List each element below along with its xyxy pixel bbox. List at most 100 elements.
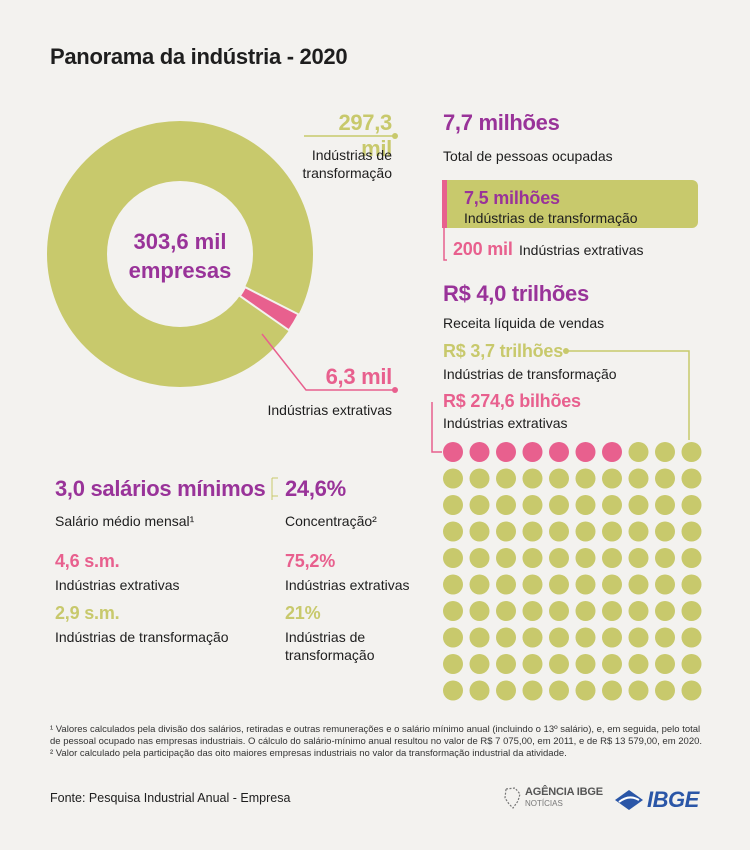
waffle-cell-transformacao [628, 468, 649, 489]
waffle-cell-transformacao [469, 654, 490, 674]
waffle-cell-extrativas [443, 442, 463, 462]
waffle-cell-extrativas [549, 442, 569, 462]
extrativas-empresas-value: 6,3 mil [325, 364, 393, 389]
waffle-cell-transformacao [469, 680, 490, 701]
waffle-cell-transformacao [602, 601, 622, 621]
ibge-logo: IBGE [615, 787, 699, 813]
waffle-cell-transformacao [496, 627, 516, 648]
waffle-cell-extrativas [575, 442, 596, 462]
waffle-cell-transformacao [655, 521, 675, 542]
waffle-cell-transformacao [522, 680, 543, 701]
leader-receita-extrativas [431, 402, 442, 453]
waffle-cell-transformacao [496, 574, 516, 595]
waffle-cell-transformacao [496, 654, 516, 674]
brazil-map-icon [504, 787, 521, 809]
concentracao-label: Concentração² [285, 513, 377, 529]
waffle-chart [443, 442, 702, 701]
waffle-cell-transformacao [681, 654, 702, 674]
waffle-cell-transformacao [628, 627, 649, 648]
receita-extrativas-value: R$ 274,6 bilhões [443, 391, 581, 411]
waffle-cell-transformacao [655, 627, 675, 648]
leader-receita-transformacao [566, 350, 690, 440]
footnote-2: ² Valor calculado pela participação das … [50, 748, 567, 759]
waffle-cell-transformacao [575, 654, 596, 674]
waffle-cell-transformacao [602, 548, 622, 568]
waffle-cell-transformacao [575, 521, 596, 542]
waffle-cell-transformacao [522, 495, 543, 515]
waffle-cell-transformacao [575, 680, 596, 701]
pessoas-extrativas-label: Indústrias extrativas [519, 242, 644, 258]
pessoas-value: 7,7 milhões [443, 110, 560, 135]
waffle-cell-transformacao [681, 601, 702, 621]
waffle-cell-extrativas [469, 442, 490, 462]
receita-extrativas-label: Indústrias extrativas [443, 415, 568, 431]
waffle-cell-transformacao [443, 468, 463, 489]
source-text: Fonte: Pesquisa Industrial Anual - Empre… [50, 791, 291, 805]
pessoas-extrativas-bar [442, 180, 447, 228]
agencia-logo-subtext: NOTÍCIAS [525, 799, 563, 808]
waffle-cell-transformacao [522, 627, 543, 648]
waffle-cell-transformacao [602, 468, 622, 489]
waffle-cell-transformacao [681, 680, 702, 701]
waffle-cell-extrativas [522, 442, 543, 462]
leader-dot [563, 348, 569, 354]
salario-label: Salário médio mensal¹ [55, 513, 195, 529]
pessoas-transformacao-label: Indústrias de transformação [464, 210, 638, 226]
pessoas-label: Total de pessoas ocupadas [443, 148, 613, 164]
pessoas-transformacao-bar [442, 180, 698, 228]
waffle-cell-transformacao [628, 442, 649, 462]
footnote-1-line1: ¹ Valores calculados pela divisão dos sa… [50, 724, 701, 735]
leader-dot [392, 387, 398, 393]
footnote-1-line2: de pessoal ocupado nas empresas industri… [50, 736, 703, 747]
waffle-cell-transformacao [549, 627, 569, 648]
waffle-cell-transformacao [628, 601, 649, 621]
waffle-cell-transformacao [443, 601, 463, 621]
concentracao-extrativas-value: 75,2% [285, 551, 336, 571]
waffle-cell-transformacao [549, 495, 569, 515]
waffle-cell-transformacao [469, 468, 490, 489]
waffle-cell-transformacao [655, 495, 675, 515]
waffle-cell-transformacao [602, 495, 622, 515]
transformacao-empresas-value: 297,3 mil [338, 110, 392, 161]
waffle-cell-transformacao [496, 521, 516, 542]
waffle-cell-transformacao [681, 627, 702, 648]
waffle-cell-transformacao [443, 627, 463, 648]
waffle-cell-transformacao [469, 521, 490, 542]
waffle-cell-transformacao [602, 680, 622, 701]
waffle-cell-transformacao [628, 574, 649, 595]
waffle-cell-transformacao [522, 548, 543, 568]
waffle-cell-transformacao [628, 680, 649, 701]
label-line: Indústrias de [285, 629, 366, 645]
concentracao-value: 24,6% [285, 476, 346, 501]
waffle-cell-transformacao [522, 601, 543, 621]
waffle-cell-transformacao [496, 548, 516, 568]
waffle-cell-transformacao [549, 654, 569, 674]
waffle-cell-transformacao [549, 521, 569, 542]
receita-value: R$ 4,0 trilhões [443, 281, 589, 306]
waffle-cell-transformacao [549, 468, 569, 489]
salario-transformacao-label: Indústrias de transformação [55, 629, 229, 645]
ibge-logo-text: IBGE [647, 787, 699, 812]
waffle-cell-transformacao [469, 495, 490, 515]
waffle-cell-transformacao [522, 574, 543, 595]
waffle-cell-transformacao [443, 495, 463, 515]
extrativas-empresas-label: Indústrias extrativas [267, 402, 393, 418]
donut-center-unit: empresas [128, 258, 232, 283]
waffle-cell-transformacao [628, 521, 649, 542]
waffle-cell-transformacao [681, 548, 702, 568]
leader-dot [392, 133, 398, 139]
waffle-cell-transformacao [602, 654, 622, 674]
waffle-cell-transformacao [655, 601, 675, 621]
leader-extrativas [261, 333, 395, 391]
label-line: Indústrias de [311, 147, 392, 163]
waffle-cell-transformacao [522, 654, 543, 674]
salario-extrativas-label: Indústrias extrativas [55, 577, 180, 593]
waffle-cell-transformacao [575, 495, 596, 515]
waffle-cell-transformacao [628, 654, 649, 674]
label-line: transformação [302, 165, 392, 181]
donut-center-label: 303,6 mil empresas [105, 227, 255, 285]
transformacao-empresas-label: Indústrias de transformação [292, 146, 392, 182]
waffle-cell-extrativas [602, 442, 622, 462]
waffle-cell-transformacao [655, 574, 675, 595]
